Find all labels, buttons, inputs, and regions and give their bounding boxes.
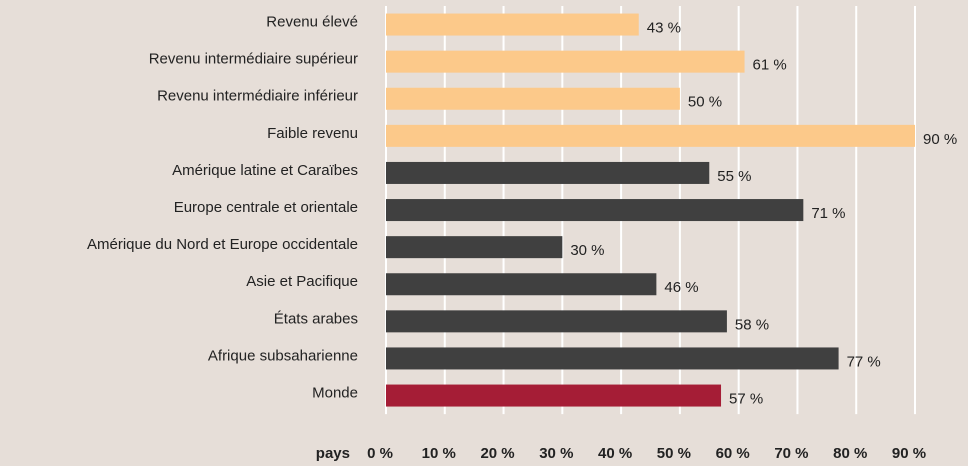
- bar: [386, 273, 657, 296]
- value-label: 90 %: [923, 131, 957, 148]
- bar: [386, 124, 915, 147]
- value-label: 71 %: [811, 205, 845, 222]
- bar: [386, 384, 722, 407]
- bar: [386, 310, 727, 333]
- value-label: 57 %: [729, 391, 763, 408]
- x-axis-label: pays: [316, 445, 350, 462]
- x-tick-label: 20 %: [480, 445, 514, 462]
- x-tick-label: 60 %: [716, 445, 750, 462]
- bar: [386, 87, 680, 110]
- y-tick-label: Revenu élevé: [266, 14, 358, 31]
- value-label: 30 %: [570, 242, 604, 259]
- y-tick-label: Monde: [312, 385, 358, 402]
- x-tick-label: 40 %: [598, 445, 632, 462]
- y-tick-label: Faible revenu: [267, 125, 358, 142]
- value-label: 55 %: [717, 168, 751, 185]
- x-tick-label: 30 %: [539, 445, 573, 462]
- bar: [386, 347, 839, 370]
- y-tick-label: États arabes: [274, 310, 358, 327]
- bar: [386, 236, 563, 259]
- bar: [386, 50, 745, 73]
- bar: [386, 161, 710, 184]
- y-tick-label: Amérique latine et Caraïbes: [172, 162, 358, 179]
- x-tick-label: 10 %: [422, 445, 456, 462]
- x-tick-label: 50 %: [657, 445, 691, 462]
- value-label: 58 %: [735, 316, 769, 333]
- y-tick-label: Revenu intermédiaire inférieur: [157, 88, 358, 105]
- y-tick-label: Europe centrale et orientale: [174, 199, 358, 216]
- bar: [386, 199, 804, 222]
- value-label: 50 %: [688, 94, 722, 111]
- y-tick-label: Revenu intermédiaire supérieur: [149, 51, 358, 68]
- y-tick-label: Afrique subsaharienne: [208, 347, 358, 364]
- x-tick-label: 80 %: [833, 445, 867, 462]
- y-tick-label: Amérique du Nord et Europe occidentale: [87, 236, 358, 253]
- x-tick-label: 90 %: [892, 445, 926, 462]
- x-tick-label: 0 %: [367, 445, 393, 462]
- value-label: 77 %: [847, 353, 881, 370]
- bar: [386, 13, 639, 36]
- value-label: 46 %: [664, 279, 698, 296]
- value-label: 43 %: [647, 20, 681, 37]
- value-label: 61 %: [753, 57, 787, 74]
- y-tick-label: Asie et Pacifique: [246, 273, 358, 290]
- x-tick-label: 70 %: [774, 445, 808, 462]
